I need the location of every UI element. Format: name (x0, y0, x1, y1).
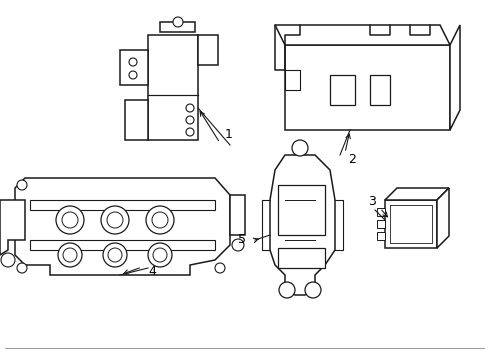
Polygon shape (278, 185, 325, 235)
Circle shape (101, 206, 129, 234)
Polygon shape (436, 188, 448, 248)
Polygon shape (376, 208, 384, 216)
Circle shape (279, 282, 294, 298)
Text: 3: 3 (367, 195, 375, 208)
Circle shape (1, 253, 15, 267)
Text: 4: 4 (148, 265, 156, 278)
Polygon shape (369, 75, 389, 105)
Polygon shape (30, 200, 215, 210)
Polygon shape (198, 35, 218, 65)
Circle shape (291, 140, 307, 156)
Circle shape (148, 243, 172, 267)
Polygon shape (160, 22, 195, 32)
Circle shape (129, 58, 137, 66)
Circle shape (107, 212, 123, 228)
Circle shape (17, 263, 27, 273)
Polygon shape (329, 75, 354, 105)
Circle shape (62, 212, 78, 228)
Polygon shape (120, 50, 148, 85)
Polygon shape (285, 45, 449, 130)
Circle shape (153, 248, 167, 262)
Polygon shape (278, 248, 325, 268)
Circle shape (108, 248, 122, 262)
Text: 1: 1 (224, 128, 232, 141)
Circle shape (305, 282, 320, 298)
Circle shape (103, 243, 127, 267)
Circle shape (58, 243, 82, 267)
Polygon shape (15, 178, 229, 275)
Polygon shape (0, 200, 25, 255)
Polygon shape (30, 240, 215, 250)
Polygon shape (376, 232, 384, 240)
Polygon shape (384, 200, 436, 248)
Polygon shape (269, 155, 334, 295)
Circle shape (129, 71, 137, 79)
Polygon shape (376, 220, 384, 228)
Text: 2: 2 (347, 153, 355, 166)
Circle shape (152, 212, 168, 228)
Polygon shape (449, 25, 459, 130)
Polygon shape (229, 195, 244, 235)
Circle shape (185, 116, 194, 124)
Circle shape (56, 206, 84, 234)
Circle shape (185, 128, 194, 136)
Polygon shape (125, 100, 148, 140)
Circle shape (185, 104, 194, 112)
Circle shape (63, 248, 77, 262)
Circle shape (173, 17, 183, 27)
Polygon shape (274, 25, 449, 45)
Circle shape (231, 239, 244, 251)
Circle shape (215, 263, 224, 273)
Polygon shape (148, 35, 198, 140)
Text: 5: 5 (238, 233, 245, 246)
Circle shape (146, 206, 174, 234)
Polygon shape (384, 188, 448, 200)
Circle shape (17, 180, 27, 190)
